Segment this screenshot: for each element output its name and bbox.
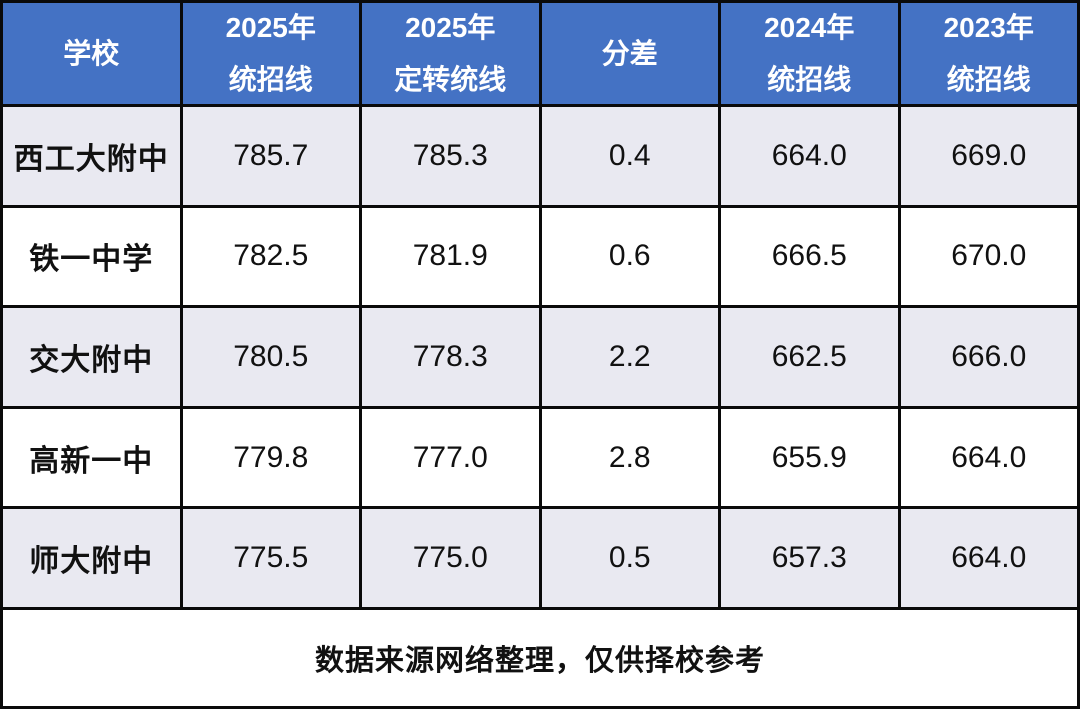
header-label-line1: 2023年 bbox=[943, 11, 1034, 43]
header-label-line2: 定转统线 bbox=[394, 63, 507, 95]
header-label-line1: 2025年 bbox=[225, 11, 316, 43]
cell-school-name: 师大附中 bbox=[3, 509, 180, 607]
header-cell-2025-transfer-line: 2025年 定转统线 bbox=[362, 3, 539, 104]
header-cell-2025-line: 2025年 统招线 bbox=[182, 3, 359, 104]
cell-diff: 2.2 bbox=[541, 308, 718, 406]
header-cell-diff: 分差 bbox=[541, 3, 718, 104]
cell-2023-line: 664.0 bbox=[900, 509, 1077, 607]
cell-school-name: 西工大附中 bbox=[3, 107, 180, 205]
header-label-line2: 统招线 bbox=[228, 63, 313, 95]
header-label-line2: 统招线 bbox=[767, 63, 852, 95]
cell-2024-line: 657.3 bbox=[721, 509, 898, 607]
cell-2023-line: 664.0 bbox=[900, 408, 1077, 507]
cell-2025-transfer-line: 778.3 bbox=[362, 308, 539, 406]
cell-2025-line: 775.5 bbox=[182, 509, 359, 607]
cell-school-name: 高新一中 bbox=[3, 408, 180, 507]
header-label: 学校 bbox=[63, 37, 120, 69]
cell-2025-transfer-line: 785.3 bbox=[362, 107, 539, 205]
cell-2024-line: 655.9 bbox=[721, 408, 898, 507]
cell-2025-transfer-line: 775.0 bbox=[362, 509, 539, 607]
cell-2025-line: 780.5 bbox=[182, 308, 359, 406]
cell-2025-line: 785.7 bbox=[182, 107, 359, 205]
cell-2023-line: 669.0 bbox=[900, 107, 1077, 205]
header-label-line1: 2025年 bbox=[405, 11, 496, 43]
header-label-line1: 2024年 bbox=[764, 11, 855, 43]
cell-2024-line: 666.5 bbox=[721, 207, 898, 306]
cell-2025-line: 782.5 bbox=[182, 207, 359, 306]
header-cell-2024-line: 2024年 统招线 bbox=[721, 3, 898, 104]
cell-diff: 0.5 bbox=[541, 509, 718, 607]
cell-school-name: 交大附中 bbox=[3, 308, 180, 406]
cell-2025-transfer-line: 781.9 bbox=[362, 207, 539, 306]
data-source-note: 数据来源网络整理，仅供择校参考 bbox=[3, 609, 1077, 706]
header-cell-school: 学校 bbox=[3, 3, 180, 104]
cell-2025-line: 779.8 bbox=[182, 408, 359, 507]
cell-2024-line: 664.0 bbox=[721, 107, 898, 205]
cell-2025-transfer-line: 777.0 bbox=[362, 408, 539, 507]
cell-diff: 0.6 bbox=[541, 207, 718, 306]
cell-2024-line: 662.5 bbox=[721, 308, 898, 406]
cell-2023-line: 666.0 bbox=[900, 308, 1077, 406]
header-cell-2023-line: 2023年 统招线 bbox=[900, 3, 1077, 104]
cell-diff: 2.8 bbox=[541, 408, 718, 507]
cell-diff: 0.4 bbox=[541, 107, 718, 205]
header-label-line2: 统招线 bbox=[946, 63, 1031, 95]
header-label: 分差 bbox=[601, 37, 658, 69]
cell-school-name: 铁一中学 bbox=[3, 207, 180, 306]
cell-2023-line: 670.0 bbox=[900, 207, 1077, 306]
